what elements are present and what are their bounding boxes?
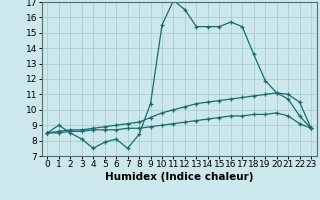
- X-axis label: Humidex (Indice chaleur): Humidex (Indice chaleur): [105, 172, 253, 182]
